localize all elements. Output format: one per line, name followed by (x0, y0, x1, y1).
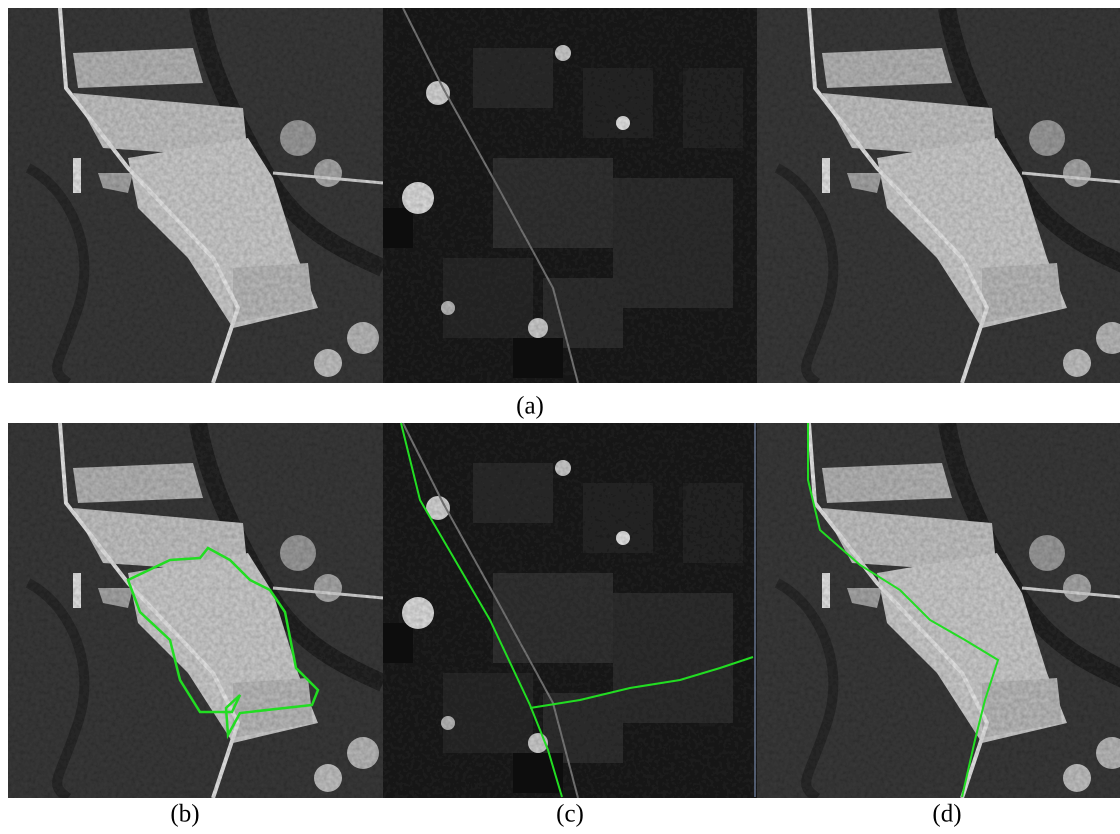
satellite-image (8, 423, 383, 798)
page: (a) (b) (c) (d) (() => { const data = JS… (0, 0, 1120, 834)
satellite-image (757, 8, 1120, 383)
figure: (a) (b) (c) (d) (0, 0, 1120, 834)
satellite-image (383, 423, 758, 798)
satellite-image (383, 8, 758, 383)
caption: (d) (932, 801, 961, 828)
satellite-image (757, 423, 1120, 798)
caption: (b) (170, 801, 199, 828)
panel-border (755, 423, 756, 797)
caption: (a) (516, 393, 544, 420)
caption: (c) (556, 801, 584, 828)
satellite-image (8, 8, 383, 383)
